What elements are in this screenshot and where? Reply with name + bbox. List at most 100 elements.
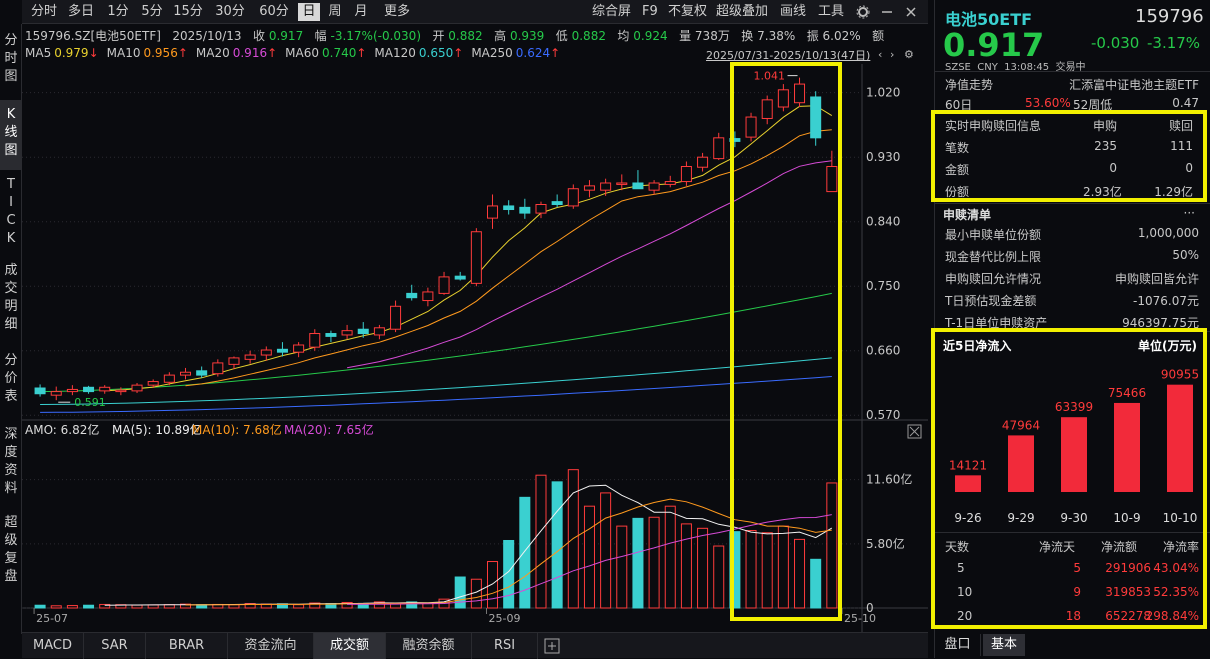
indicator-tabs: MACD SAR BRAR 资金流向 成交额 融资余额 RSI [22, 632, 928, 659]
stat-flowdays: 18 [1065, 609, 1081, 623]
tool-overlay-button[interactable]: 超级叠加 [716, 4, 769, 19]
symbol: 159796.SZ[电池50ETF] [25, 29, 161, 43]
ma-arrow: ↑ [356, 46, 367, 60]
list-value: 946397.75元 [1122, 316, 1199, 330]
tool-draw-button[interactable]: 画线 [780, 4, 807, 19]
timeframe-6[interactable]: 60分 [259, 4, 289, 19]
ma-value: 0.916 [232, 46, 268, 60]
avg-value: 0.924 [633, 29, 668, 43]
amo-bar [600, 492, 612, 609]
timeframe-2[interactable]: 1分 [107, 4, 129, 19]
flow-value: 63399 [1055, 400, 1093, 414]
fund-name: 电池50ETF [945, 10, 1033, 29]
stat-amount: 319853 [1105, 585, 1151, 599]
timeframe-10[interactable]: 更多 [383, 4, 410, 19]
timeframe-0[interactable]: 分时 [30, 4, 57, 19]
amo-bar [648, 516, 660, 609]
tool-f9-button[interactable]: F9 [642, 4, 658, 19]
price-tick-label: 0.570 [866, 408, 900, 422]
nav-trend-row[interactable]: 净值走势 汇添富中证电池主题ETF [945, 78, 1199, 92]
ma-line [185, 129, 832, 387]
nav-trade-detail[interactable]: 成 交 明 细 [0, 260, 22, 340]
amo-bar [616, 525, 628, 609]
candle [83, 386, 95, 393]
last-price: 0.917 [943, 26, 1045, 64]
candle [680, 166, 692, 183]
ma-arrow: ↓ [88, 46, 99, 60]
candle [99, 386, 111, 392]
ma-label: MA120 [374, 46, 416, 60]
settings-icon[interactable]: ⚙ [904, 48, 914, 61]
sub-buy: 2.93亿 [1083, 185, 1122, 199]
chevron-left-icon[interactable]: ‹ [878, 48, 883, 61]
ma-value: 0.650 [418, 46, 454, 60]
more-icon[interactable]: ··· [1183, 206, 1195, 220]
date-range[interactable]: 2025/07/31-2025/10/13(47日) [706, 49, 871, 62]
timeframe-4[interactable]: 15分 [173, 4, 203, 19]
ma-value: 0.740 [322, 46, 357, 60]
amo-bar [406, 601, 418, 609]
amo-bar [519, 496, 531, 609]
amo-close-icon [909, 426, 920, 437]
ma-item-ma120: MA120 0.650↑ [374, 46, 463, 60]
tab-turnover[interactable]: 成交额 [314, 633, 386, 659]
amo-bar [50, 605, 62, 609]
nav-label: 分 价 表 [4, 353, 18, 404]
candle [697, 156, 709, 168]
tab-macd[interactable]: MACD [22, 633, 84, 659]
nav-timeshare[interactable]: 分 时 图 [0, 28, 22, 98]
flow-date: 10-9 [1113, 511, 1140, 525]
stat-rate: 52.35% [1153, 585, 1199, 599]
stat-days: 10 [957, 585, 973, 599]
amo-legend: AMO: 6.82亿 [25, 422, 99, 437]
amo-bar [745, 530, 757, 609]
amo-bar [826, 482, 838, 609]
timeframe-5[interactable]: 30分 [215, 4, 245, 19]
nav-tick[interactable]: T I C K [0, 174, 22, 254]
tab-basic[interactable]: 基本 [983, 634, 1025, 656]
timeframe-7[interactable]: 日 [298, 3, 320, 21]
amo-bar [664, 505, 676, 609]
volume-value: 738万 [694, 29, 730, 43]
tab-fund-flow[interactable]: 资金流向 [228, 633, 314, 659]
close-icon[interactable] [904, 5, 918, 19]
timeframe-3[interactable]: 5分 [141, 4, 163, 19]
minus-icon[interactable] [880, 5, 894, 19]
gear-icon[interactable] [856, 5, 870, 19]
left-view-nav: 分 时 图 K 线 图 T I C K 成 交 明 细 分 价 表 深 度 资 … [0, 24, 22, 634]
list-value: 1,000,000 [1137, 226, 1199, 240]
chevron-right-icon[interactable]: › [890, 48, 895, 61]
tool-adjust-button[interactable]: 不复权 [668, 4, 708, 19]
ma-item-ma60: MA60 0.740↑ [285, 46, 366, 60]
tab-sar[interactable]: SAR [84, 633, 146, 659]
amo-ma-line [185, 498, 832, 606]
amo-bar [810, 558, 822, 609]
sub-label: 金额 [945, 163, 970, 177]
tool-tools-button[interactable]: 工具 [818, 4, 845, 19]
amo-tick-label: 5.80亿 [866, 536, 905, 551]
ma-line [347, 160, 832, 369]
tab-rsi[interactable]: RSI [472, 633, 538, 659]
nav-super-review[interactable]: 超 级 复 盘 [0, 512, 22, 592]
timeframe-1[interactable]: 多日 [67, 4, 94, 19]
quote-side-panel: 电池50ETF 159796 0.917 -0.030 -3.17% SZSE … [934, 0, 1210, 658]
tab-margin[interactable]: 融资余额 [386, 633, 472, 659]
nav-kline[interactable]: K 线 图 [0, 100, 22, 170]
ma-label: MA250 [471, 46, 513, 60]
tool-composite-button[interactable]: 综合屏 [592, 4, 632, 19]
nav-price-table[interactable]: 分 价 表 [0, 350, 22, 412]
tab-orderbook[interactable]: 盘口 [935, 634, 981, 656]
candle [228, 357, 240, 365]
add-indicator-icon[interactable] [544, 638, 560, 654]
nav-depth-info[interactable]: 深 度 资 料 [0, 424, 22, 504]
kline-chart[interactable]: 1.020 0.930 0.840 0.750 0.660 0.570 1.041 0.591… [22, 64, 928, 632]
tab-brar[interactable]: BRAR [146, 633, 228, 659]
flow-value: 75466 [1108, 386, 1146, 400]
ma-arrow: ↑ [267, 46, 278, 60]
candle [519, 206, 531, 214]
nav-label: 分 时 图 [4, 33, 18, 84]
sub-header: 实时申购赎回信息 申购 赎回 [945, 119, 1193, 133]
timeframe-8[interactable]: 周 [328, 4, 342, 19]
ma-item-ma10: MA10 0.956↑ [107, 46, 188, 60]
timeframe-9[interactable]: 月 [354, 4, 368, 19]
